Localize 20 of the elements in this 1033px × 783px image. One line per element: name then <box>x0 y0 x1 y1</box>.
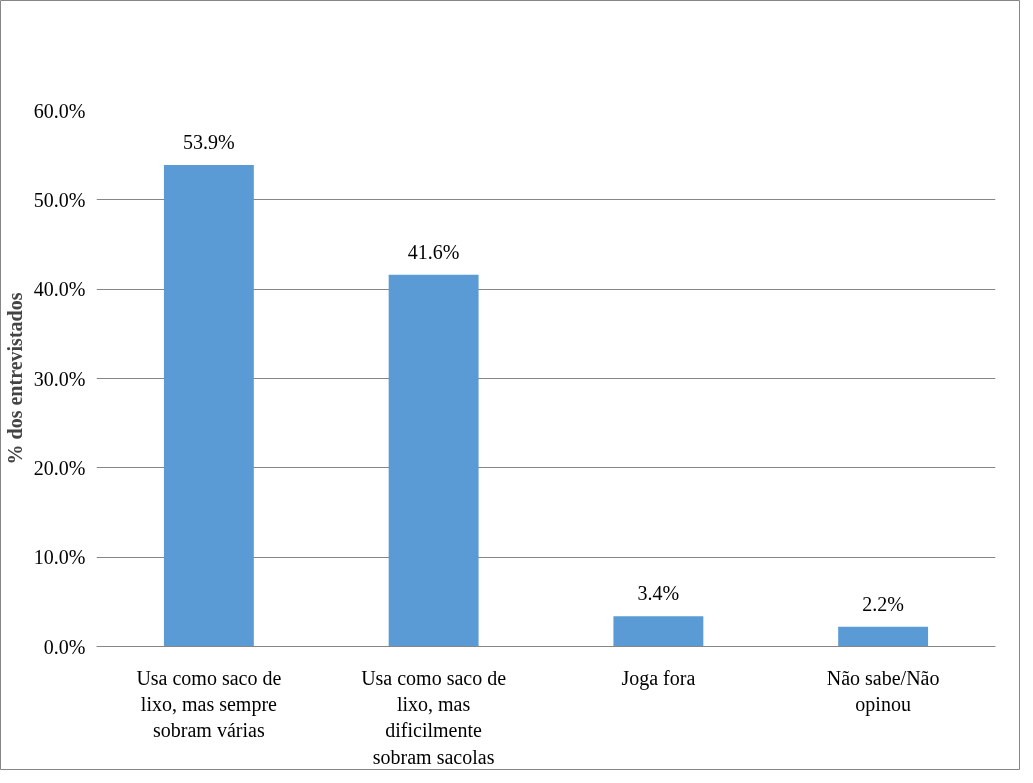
bar <box>388 274 479 647</box>
bar <box>613 616 704 647</box>
bar <box>163 164 254 647</box>
data-label: 41.6% <box>407 240 460 263</box>
y-tick-label: 20.0% <box>33 456 86 479</box>
bar <box>838 626 929 647</box>
y-axis-title: % dos entrevistados <box>3 292 26 465</box>
x-tick-label: Usa como saco de lixo, mas dificilmente sobram sacolas <box>361 666 507 768</box>
y-tick-label: 10.0% <box>33 546 86 569</box>
y-tick-label: 0.0% <box>43 635 86 658</box>
y-tick-label: 50.0% <box>33 188 86 211</box>
x-tick-label: Não sabe/Não opinou <box>826 666 940 716</box>
data-label: 53.9% <box>183 130 235 153</box>
data-label: 3.4% <box>637 582 680 605</box>
y-tick-label: 60.0% <box>33 99 86 122</box>
y-tick-label: 40.0% <box>33 278 86 301</box>
x-tick-label: Usa como saco de lixo, mas sempre sobram várias <box>136 666 282 742</box>
data-label: 2.2% <box>862 592 904 615</box>
x-tick-label: Joga fora <box>621 666 696 690</box>
y-tick-label: 30.0% <box>33 367 86 390</box>
